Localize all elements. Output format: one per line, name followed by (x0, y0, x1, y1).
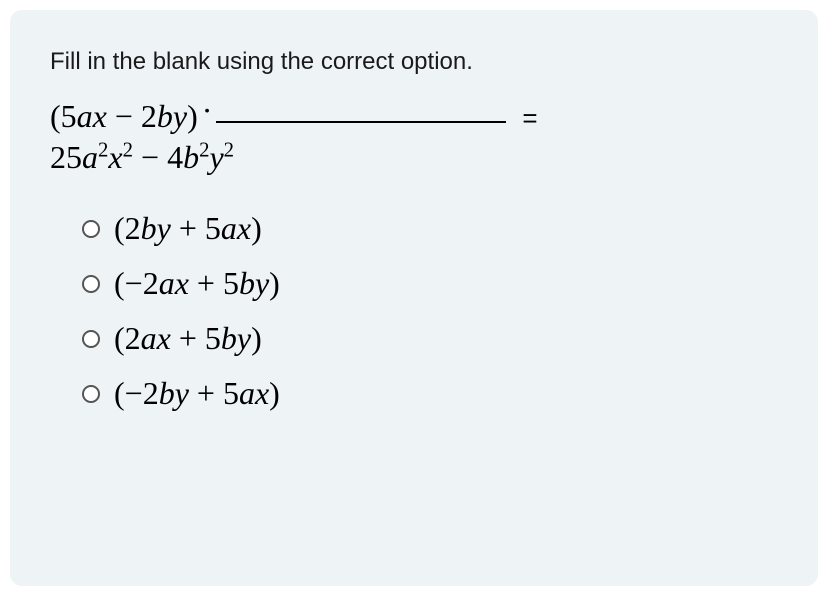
expression-result: 25a2x2 − 4b2y2 (50, 139, 778, 176)
option-text: (2ax + 5by) (114, 320, 262, 357)
expression-factor1: (5ax − 2by) (50, 98, 198, 135)
fill-blank[interactable] (216, 121, 506, 123)
option-4[interactable]: (−2by + 5ax) (82, 375, 778, 412)
option-text: (−2by + 5ax) (114, 375, 280, 412)
option-text: (−2ax + 5by) (114, 265, 280, 302)
radio-icon[interactable] (82, 330, 100, 348)
multiplication-dot: · (200, 92, 215, 129)
radio-icon[interactable] (82, 220, 100, 238)
option-1[interactable]: (2by + 5ax) (82, 210, 778, 247)
instruction-text: Fill in the blank using the correct opti… (50, 48, 778, 76)
expression-line: (5ax − 2by) · = (50, 98, 778, 135)
options-list: (2by + 5ax) (−2ax + 5by) (2ax + 5by) (−2… (50, 210, 778, 412)
question-card: Fill in the blank using the correct opti… (10, 10, 818, 586)
radio-icon[interactable] (82, 385, 100, 403)
option-text: (2by + 5ax) (114, 210, 262, 247)
radio-icon[interactable] (82, 275, 100, 293)
equals-sign: = (522, 103, 537, 134)
option-3[interactable]: (2ax + 5by) (82, 320, 778, 357)
option-2[interactable]: (−2ax + 5by) (82, 265, 778, 302)
